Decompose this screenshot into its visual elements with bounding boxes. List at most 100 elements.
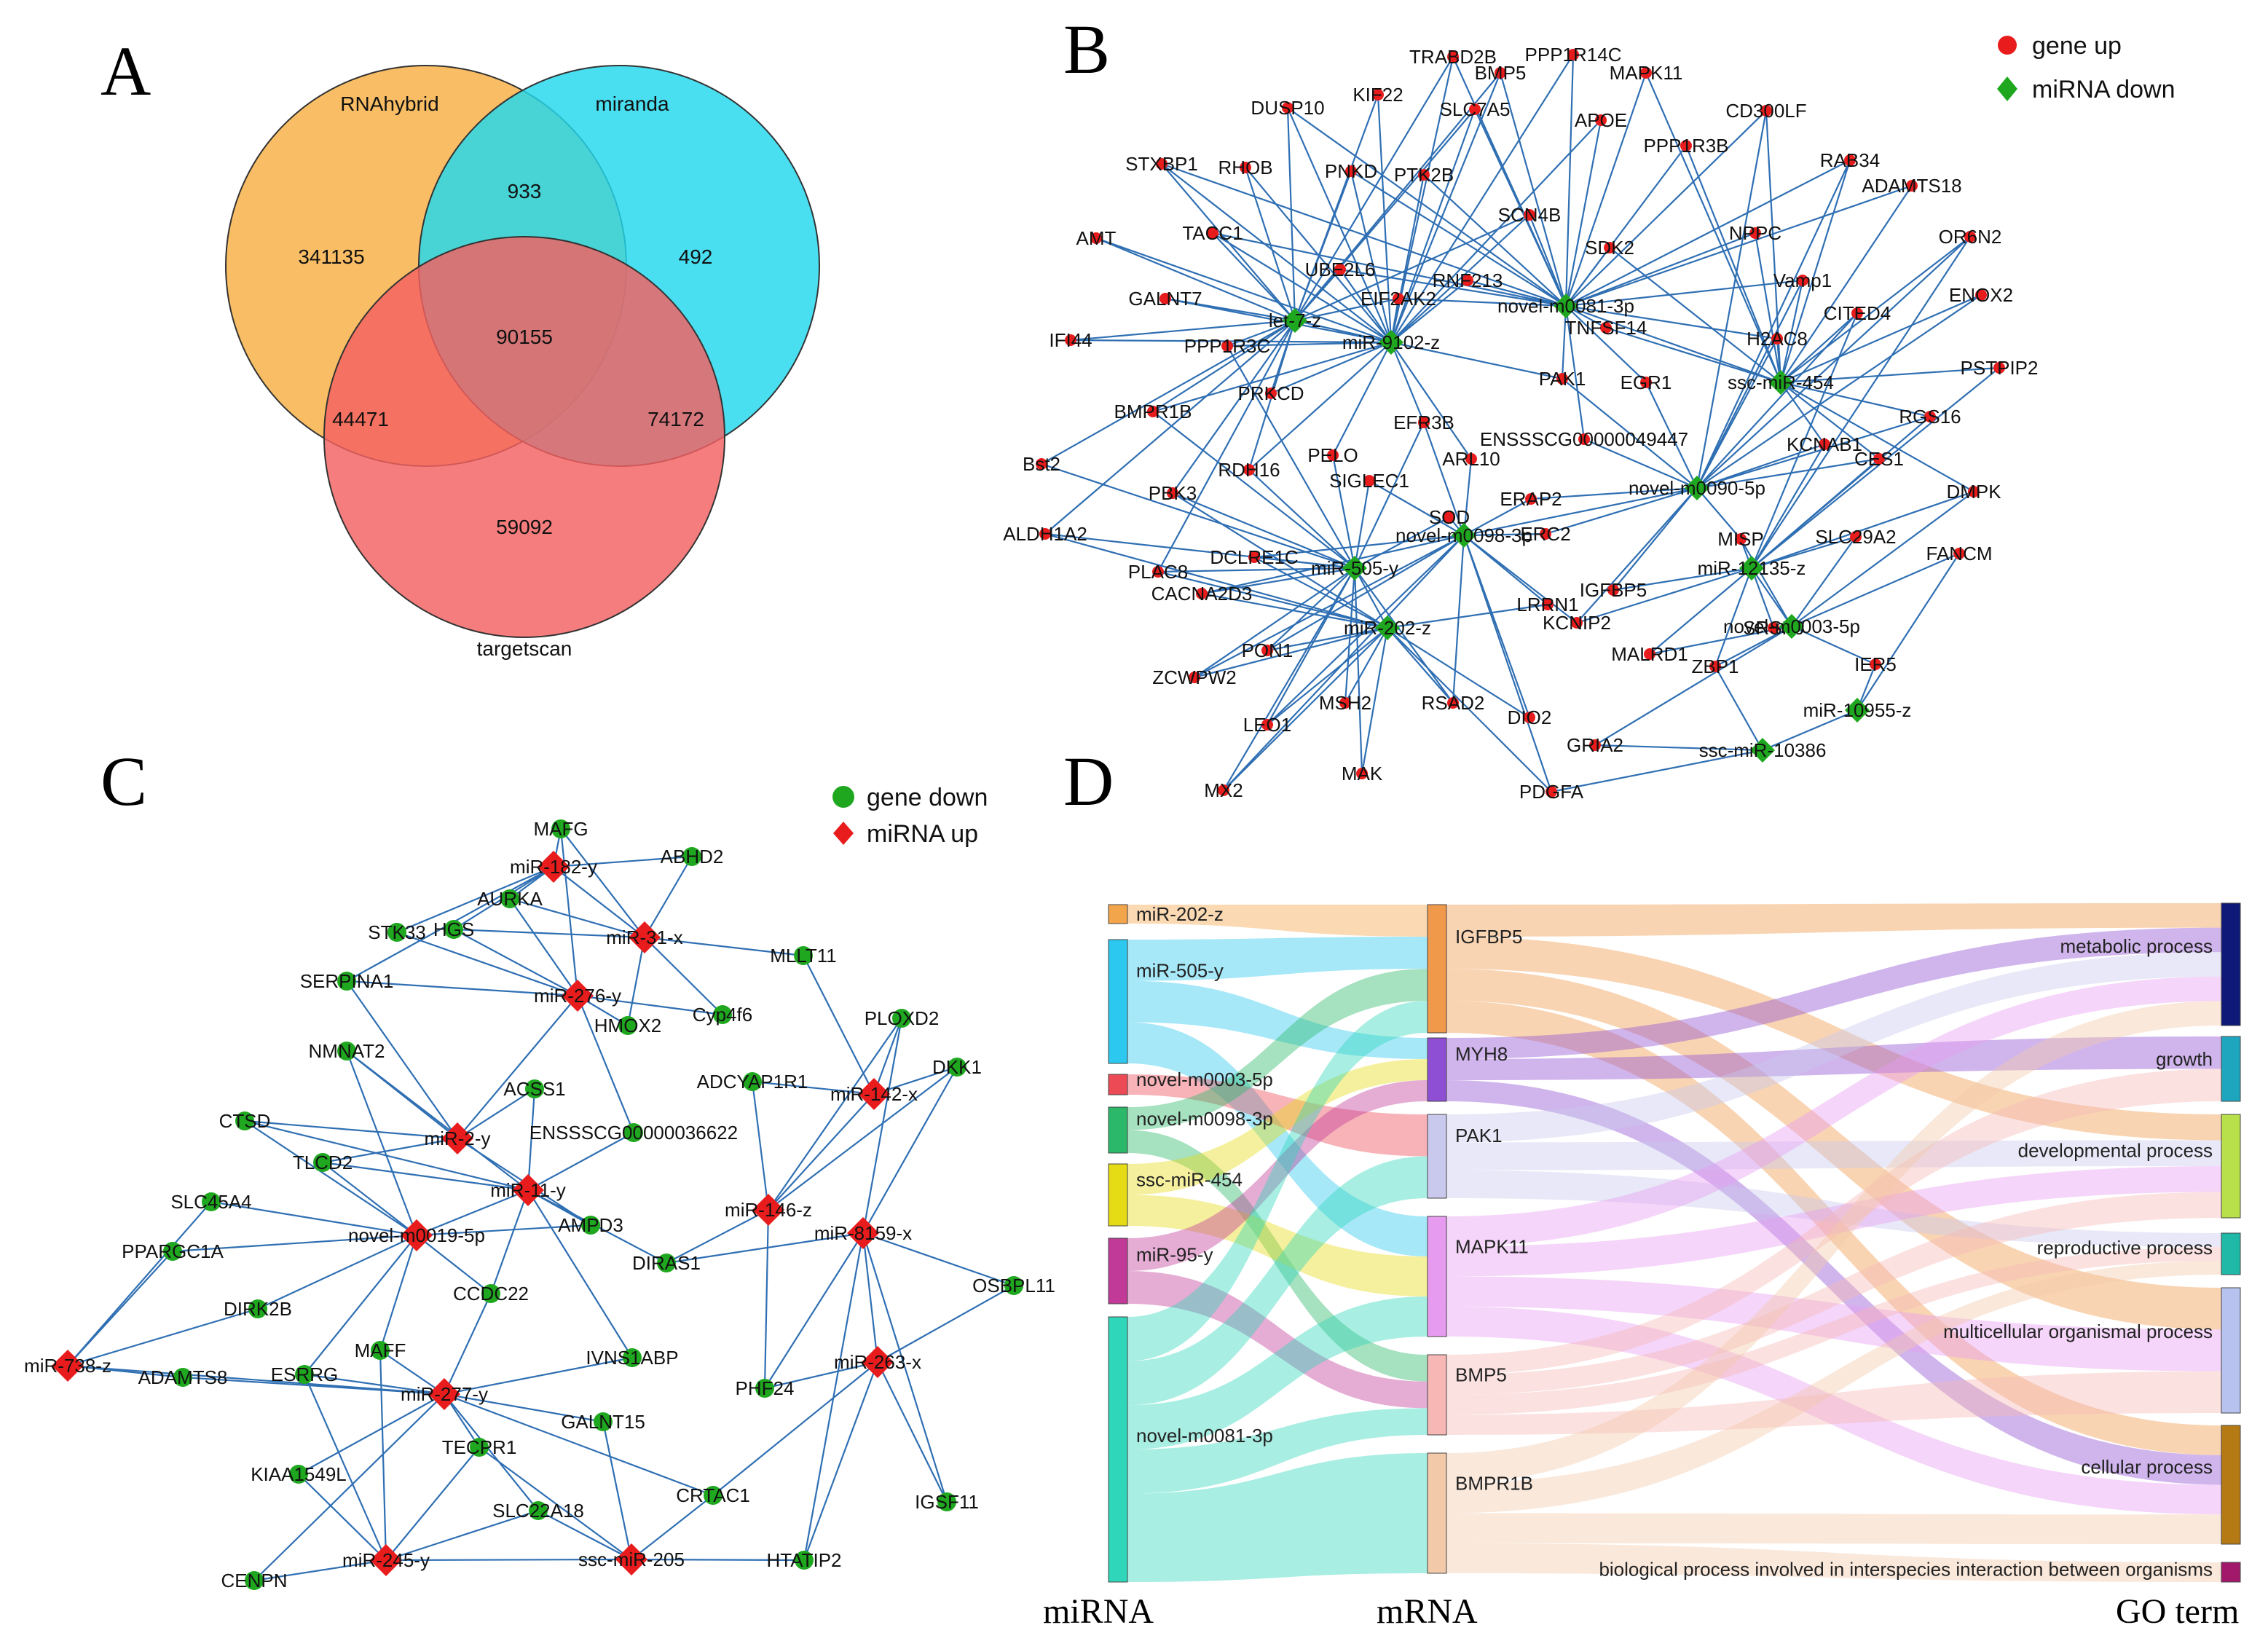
network-b-edge <box>1696 338 1778 489</box>
network-c-node-osbpl11 <box>1004 1276 1023 1295</box>
network-b-node-label-leo1: LEO1 <box>1243 714 1292 736</box>
network-c-edge <box>303 1374 387 1561</box>
network-b-node-label-arl10: ARL10 <box>1442 448 1500 470</box>
network-b-node-mx2 <box>1218 784 1229 796</box>
sankey-flow-bmpr1b-cellular-process <box>1446 1513 2221 1544</box>
network-b-node-label-siglec1: SIGLEC1 <box>1329 470 1409 492</box>
network-b-node-pnkd <box>1345 165 1357 177</box>
network-c-hub-label-mir-31-x: miR-31-x <box>606 926 682 948</box>
sankey-flow-mapk11-cellular-process <box>1446 1306 2221 1515</box>
network-b-edge <box>1354 567 1454 704</box>
sankey-go-reproductive-process <box>2221 1232 2241 1275</box>
network-b-edge <box>1462 535 1553 792</box>
panel-b-label: B <box>1063 10 1110 88</box>
network-b-edge <box>1387 627 1530 718</box>
network-c-node-mafg <box>551 819 570 838</box>
network-b-legend: gene up miRNA down <box>1997 32 2176 103</box>
network-c-edge <box>768 1093 875 1211</box>
sankey-flow-novel-m0081-3p-mapk11 <box>1127 1296 1428 1449</box>
network-c-hub-mir-263-x <box>862 1346 894 1378</box>
network-b-edge <box>1354 567 1388 629</box>
network-c-node-label-cenpn: CENPN <box>221 1570 287 1591</box>
network-b-edge <box>1344 627 1388 704</box>
sankey-flow-mapk11-developmental-process <box>1446 1166 2221 1277</box>
network-c-hub-mir-182-y <box>538 851 570 883</box>
network-b-node-label-stxbp1: STXBP1 <box>1125 153 1198 175</box>
network-b-node-label-pdgfa: PDGFA <box>1519 781 1584 803</box>
network-b-edge <box>1751 458 1880 569</box>
network-b-edge <box>1751 490 1974 570</box>
network-b-node-slc29a2 <box>1850 531 1862 543</box>
network-b-node-label-mak: MAK <box>1342 763 1383 784</box>
network-b-edge <box>1780 312 1858 383</box>
network-b-edge <box>1714 626 1792 667</box>
network-b-edge <box>1339 268 1567 307</box>
network-c-edge <box>527 1088 536 1191</box>
network-b-node-vamp1 <box>1797 275 1808 286</box>
network-b-edge <box>1194 567 1355 678</box>
network-b-node-label-rgs16: RGS16 <box>1899 406 1961 428</box>
network-b-node-label-pstpip2: PSTPIP2 <box>1961 357 2039 379</box>
network-b-node-zbp1 <box>1709 661 1721 672</box>
network-b-edge <box>1172 492 1355 570</box>
sankey-axis-mrna: mRNA <box>1377 1592 1478 1631</box>
network-b-node-label-adamts18: ADAMTS18 <box>1862 175 1961 197</box>
network-b-edge <box>1286 107 1296 321</box>
network-b-edge <box>1462 458 1473 536</box>
network-c-edge <box>527 1132 634 1191</box>
network-b-node-zcwpw2 <box>1189 672 1200 683</box>
network-c-edge <box>416 1189 529 1237</box>
sankey-flow-novel-m0081-3p-bmpr1b <box>1127 1453 1428 1538</box>
network-b-node-label-efr3b: EFR3B <box>1393 412 1454 433</box>
network-b-edge <box>1157 320 1296 572</box>
network-b-node-label-scn4b: SCN4B <box>1498 204 1562 226</box>
network-b-node-pdgfa <box>1546 786 1557 798</box>
network-c-edge <box>862 1018 903 1234</box>
panel-b: B gene up miRNA down TRABD2B PPP1R14CBMP5… <box>1003 10 2175 803</box>
network-b-edge <box>1463 498 1532 536</box>
network-c-node-hmox2 <box>618 1016 637 1035</box>
network-c-node-crtac1 <box>704 1486 722 1505</box>
network-b-edge <box>1564 72 1647 307</box>
sankey-flow-ssc-mir-454-myh8 <box>1127 1059 1428 1195</box>
sankey-flow-bmpr1b-reproductive-process <box>1446 1261 2221 1514</box>
network-b-edge <box>1696 160 1851 489</box>
network-b-node-label-slc7a5: SLC7A5 <box>1440 98 1511 120</box>
network-c-edge <box>803 955 875 1095</box>
network-b-node-dusp10 <box>1282 102 1294 114</box>
network-b-edge <box>1562 378 1698 489</box>
network-b-hub-mir-505-y <box>1342 556 1367 581</box>
network-b-node-label-slc29a2: SLC29A2 <box>1815 526 1896 548</box>
network-b-edge <box>1201 534 1465 595</box>
sankey-go-label-multicellular-organismal-process: multicellular organismal process <box>1943 1321 2213 1342</box>
network-b-edge <box>1780 382 1974 492</box>
network-c-edge <box>385 1558 632 1562</box>
legend-gene-up-circle <box>1998 36 2017 55</box>
sankey-mrna-label-pak1: PAK1 <box>1455 1125 1503 1146</box>
sankey-flow-bmpr1b-metabolic-process <box>1446 1001 2221 1484</box>
network-b-node-pon1 <box>1261 645 1273 656</box>
network-b-node-plac8 <box>1152 566 1164 578</box>
network-c-node-abhd2 <box>682 847 701 866</box>
network-c-edge <box>644 856 693 938</box>
network-b-edge <box>1696 110 1768 489</box>
network-b-edge <box>1353 480 1371 569</box>
network-b-edge <box>1750 312 1859 569</box>
network-b-edge <box>1751 367 2000 569</box>
network-c-hub-label-novel-m0019-5p: novel-m0019-5p <box>348 1224 485 1246</box>
network-b-node-label-msh2: MSH2 <box>1319 692 1371 714</box>
network-b-edge <box>1551 749 1763 793</box>
network-b-edge <box>1696 487 1741 540</box>
panel-c: C gene down miRNA up MAFG ABHD2 AURKA STK33… <box>24 742 1055 1591</box>
network-b-edge <box>1463 532 1546 537</box>
sankey-go-label-developmental-process: developmental process <box>2018 1140 2213 1162</box>
network-b-node-label-gria2: GRIA2 <box>1567 734 1623 756</box>
network-c-node-label-nmnat2: NMNAT2 <box>309 1040 385 1062</box>
network-c-node-galnt15 <box>594 1412 613 1431</box>
network-b-node-prkcd <box>1265 387 1277 399</box>
network-c-node-dirk2b <box>248 1299 267 1318</box>
network-c-edge <box>666 1209 769 1264</box>
network-c-edge <box>457 995 578 1139</box>
network-b-edge <box>1565 184 1913 307</box>
